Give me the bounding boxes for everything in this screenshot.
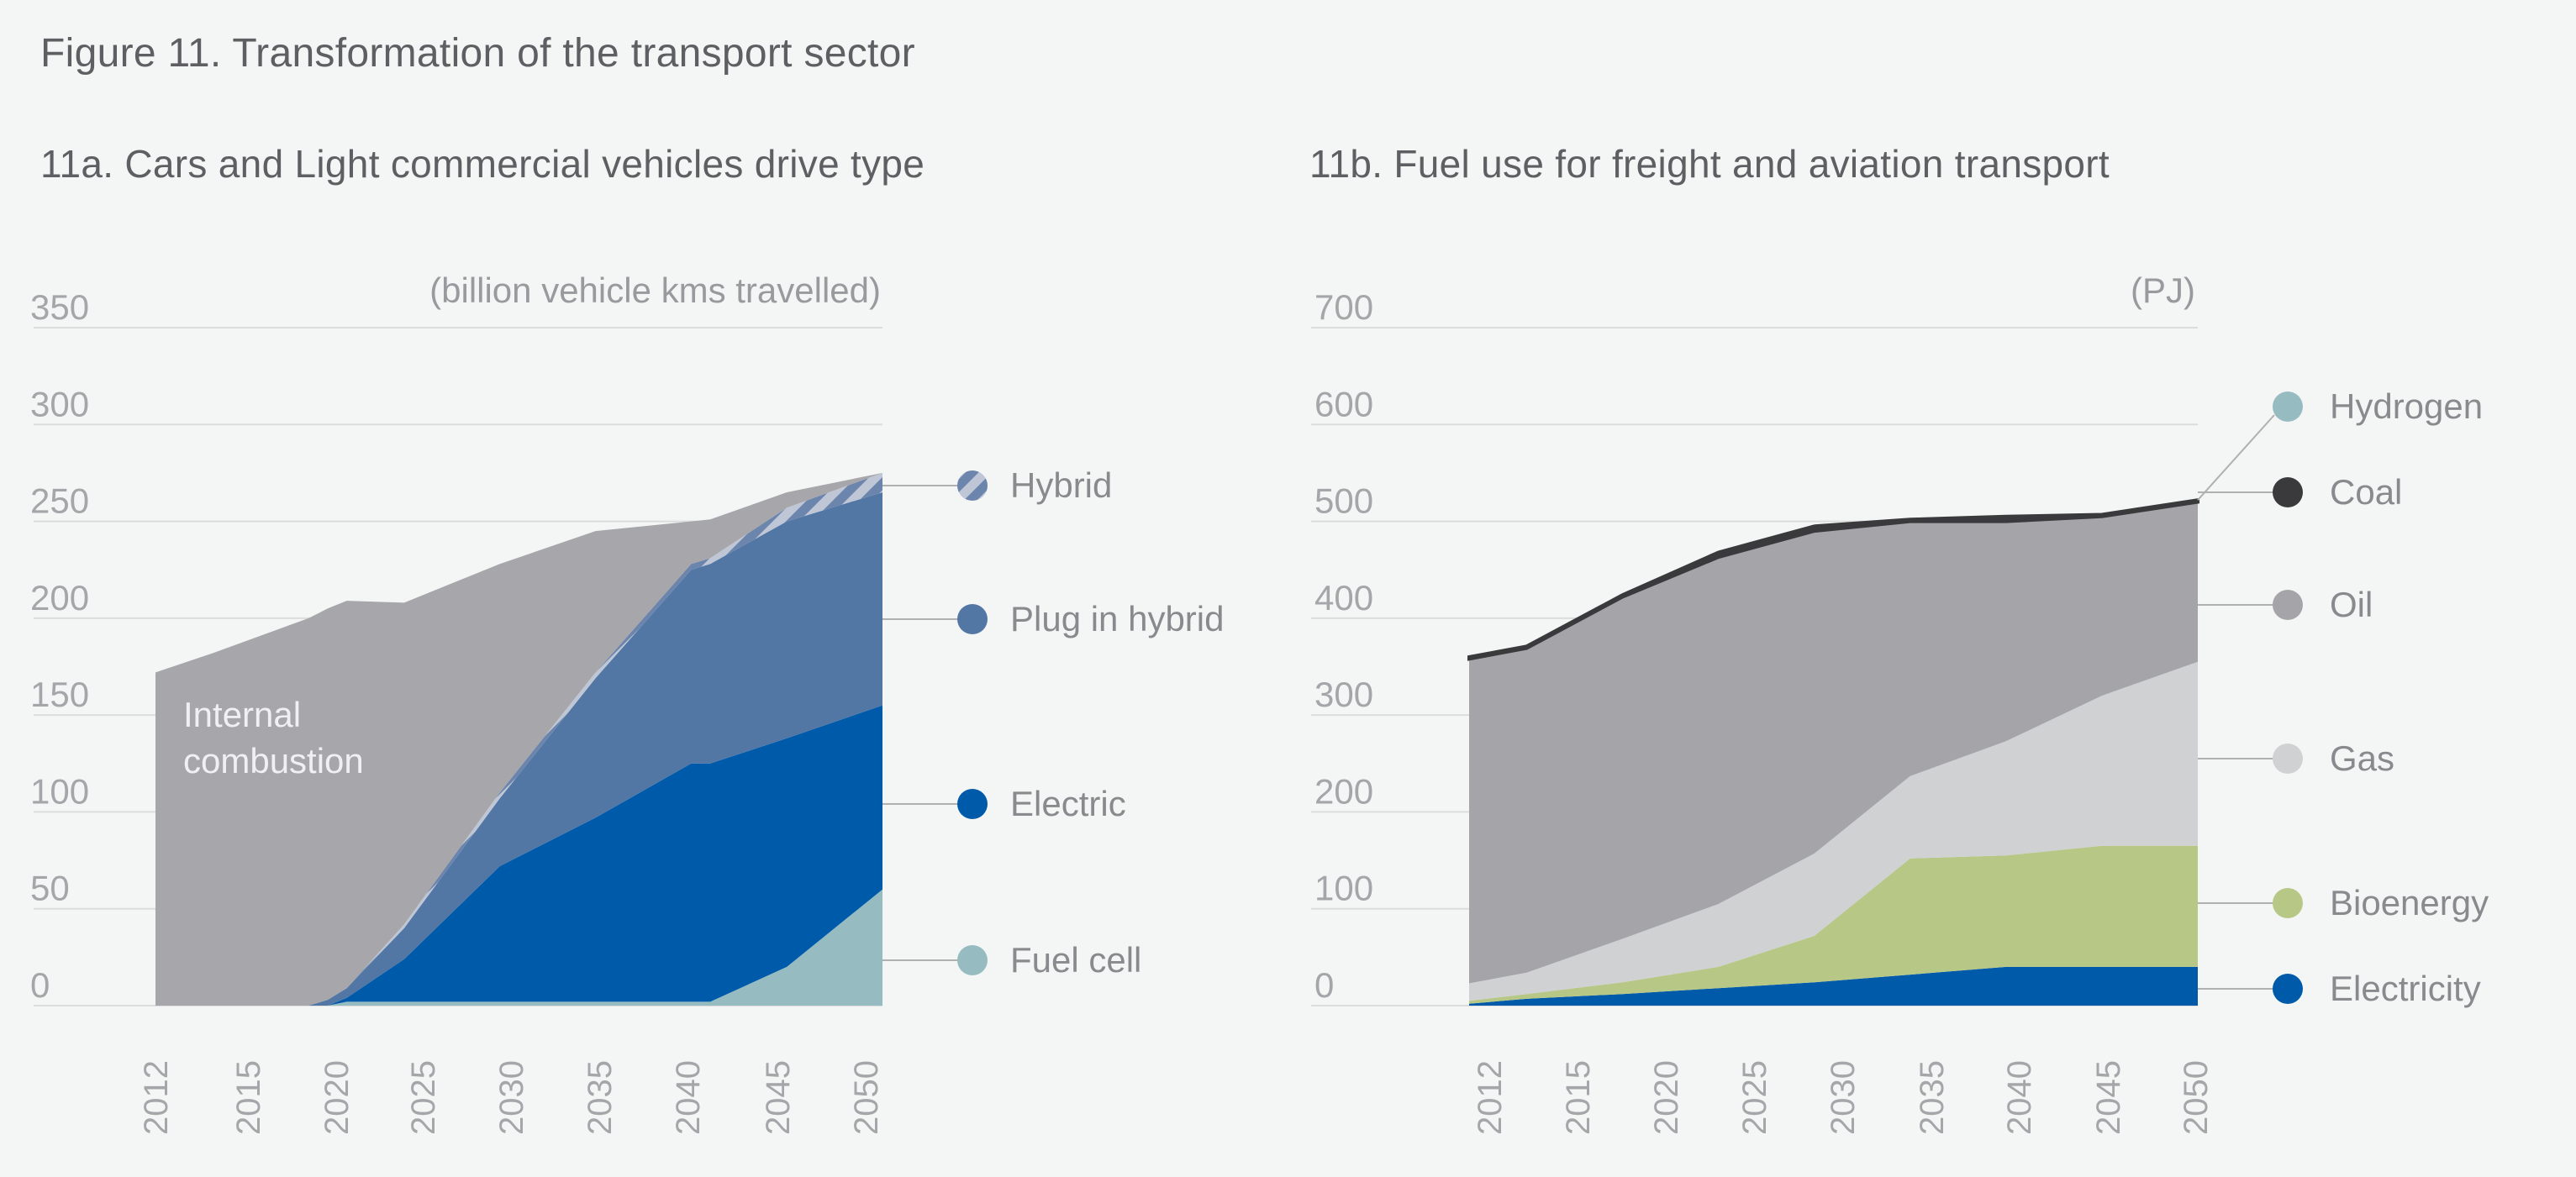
x-tick-label: 2012 <box>1472 1060 1509 1135</box>
x-tick-label: 2050 <box>848 1060 885 1135</box>
x-tick-label: 2025 <box>1736 1060 1773 1135</box>
legend-swatch-bioenergy <box>2273 888 2303 918</box>
chart-b-title: 11b. Fuel use for freight and aviation t… <box>1309 142 2110 186</box>
y-tick-label: 300 <box>30 384 89 423</box>
x-tick-label: 2030 <box>493 1060 530 1135</box>
legend-label-fuel-cell: Fuel cell <box>1010 940 1141 980</box>
legend-label-electric: Electric <box>1010 784 1126 823</box>
legend-swatch-electric <box>957 789 988 819</box>
legend-label-oil: Oil <box>2330 585 2373 624</box>
area-coal <box>1467 497 2199 661</box>
x-tick-label: 2040 <box>670 1060 707 1135</box>
legend-label-coal: Coal <box>2330 472 2402 512</box>
x-tick-label: 2035 <box>582 1060 619 1135</box>
x-tick-label: 2012 <box>138 1060 175 1135</box>
legend-leader <box>2197 414 2275 501</box>
x-tick-label: 2045 <box>760 1060 797 1135</box>
legend-swatch-coal <box>2273 477 2303 507</box>
area-electricity <box>1469 966 2198 1006</box>
legend-swatch-hydrogen <box>2273 391 2303 422</box>
area-plug-in-hybrid <box>155 492 882 1006</box>
x-tick-label: 2015 <box>1560 1060 1597 1135</box>
annotation-internal-combustion: combustion <box>183 741 364 780</box>
legend-swatch-plug-in-hybrid <box>957 604 988 634</box>
legend-label-hybrid: Hybrid <box>1010 465 1112 505</box>
legend-label-hydrogen: Hydrogen <box>2330 386 2483 426</box>
legend-label-bioenergy: Bioenergy <box>2330 883 2489 922</box>
x-tick-label: 2020 <box>319 1060 356 1135</box>
unit-label: (billion vehicle kms travelled) <box>429 271 881 310</box>
y-tick-label: 700 <box>1314 287 1373 327</box>
y-tick-label: 150 <box>30 675 89 714</box>
x-tick-label: 2035 <box>1914 1060 1951 1135</box>
x-tick-label: 2015 <box>230 1060 267 1135</box>
area-bioenergy <box>1469 845 2198 1004</box>
y-tick-label: 100 <box>30 771 89 811</box>
y-tick-label: 100 <box>1314 869 1373 908</box>
chart-a-title: 11a. Cars and Light commercial vehicles … <box>40 142 925 186</box>
legend-swatch-fuel-cell <box>957 945 988 975</box>
y-tick-label: 400 <box>1314 578 1373 617</box>
legend-swatch-oil <box>2273 590 2303 620</box>
y-tick-label: 200 <box>30 578 89 617</box>
chart-a: 350 300 250 200 150 100 50 0 (billion vehicle km… <box>30 271 1224 1135</box>
legend-swatch-hybrid <box>957 470 988 501</box>
y-tick-label: 50 <box>30 869 70 908</box>
legend-label-gas: Gas <box>2330 738 2394 778</box>
y-tick-label: 250 <box>30 481 89 521</box>
annotation-internal-combustion: Internal <box>183 695 301 734</box>
x-tick-label: 2050 <box>2178 1060 2215 1135</box>
unit-label: (PJ) <box>2131 271 2195 310</box>
area-internal-combustion <box>155 472 882 1006</box>
x-tick-label: 2040 <box>2001 1060 2038 1135</box>
legend-label-electricity: Electricity <box>2330 969 2481 1008</box>
chart-b: 700 600 500 400 300 200 100 0 (PJ) 2012 2015 2020 20… <box>1311 271 2489 1135</box>
area-gas <box>1469 661 2198 1001</box>
y-tick-label: 200 <box>1314 771 1373 811</box>
x-tick-label: 2030 <box>1825 1060 1862 1135</box>
y-tick-label: 500 <box>1314 481 1373 521</box>
y-tick-label: 0 <box>30 965 50 1005</box>
y-tick-label: 300 <box>1314 675 1373 714</box>
figure-title: Figure 11. Transformation of the transpo… <box>40 31 915 76</box>
legend-swatch-electricity <box>2273 974 2303 1004</box>
x-tick-label: 2020 <box>1648 1060 1685 1135</box>
y-tick-label: 0 <box>1314 965 1334 1005</box>
area-electric <box>155 705 882 1006</box>
x-tick-label: 2045 <box>2090 1060 2127 1135</box>
y-tick-label: 350 <box>30 287 89 327</box>
legend-swatch-gas <box>2273 744 2303 774</box>
area-oil <box>1469 502 2198 984</box>
area-fuel-cell <box>155 889 882 1006</box>
x-tick-label: 2025 <box>405 1060 442 1135</box>
legend-label-plug-in-hybrid: Plug in hybrid <box>1010 599 1224 638</box>
y-tick-label: 600 <box>1314 384 1373 423</box>
